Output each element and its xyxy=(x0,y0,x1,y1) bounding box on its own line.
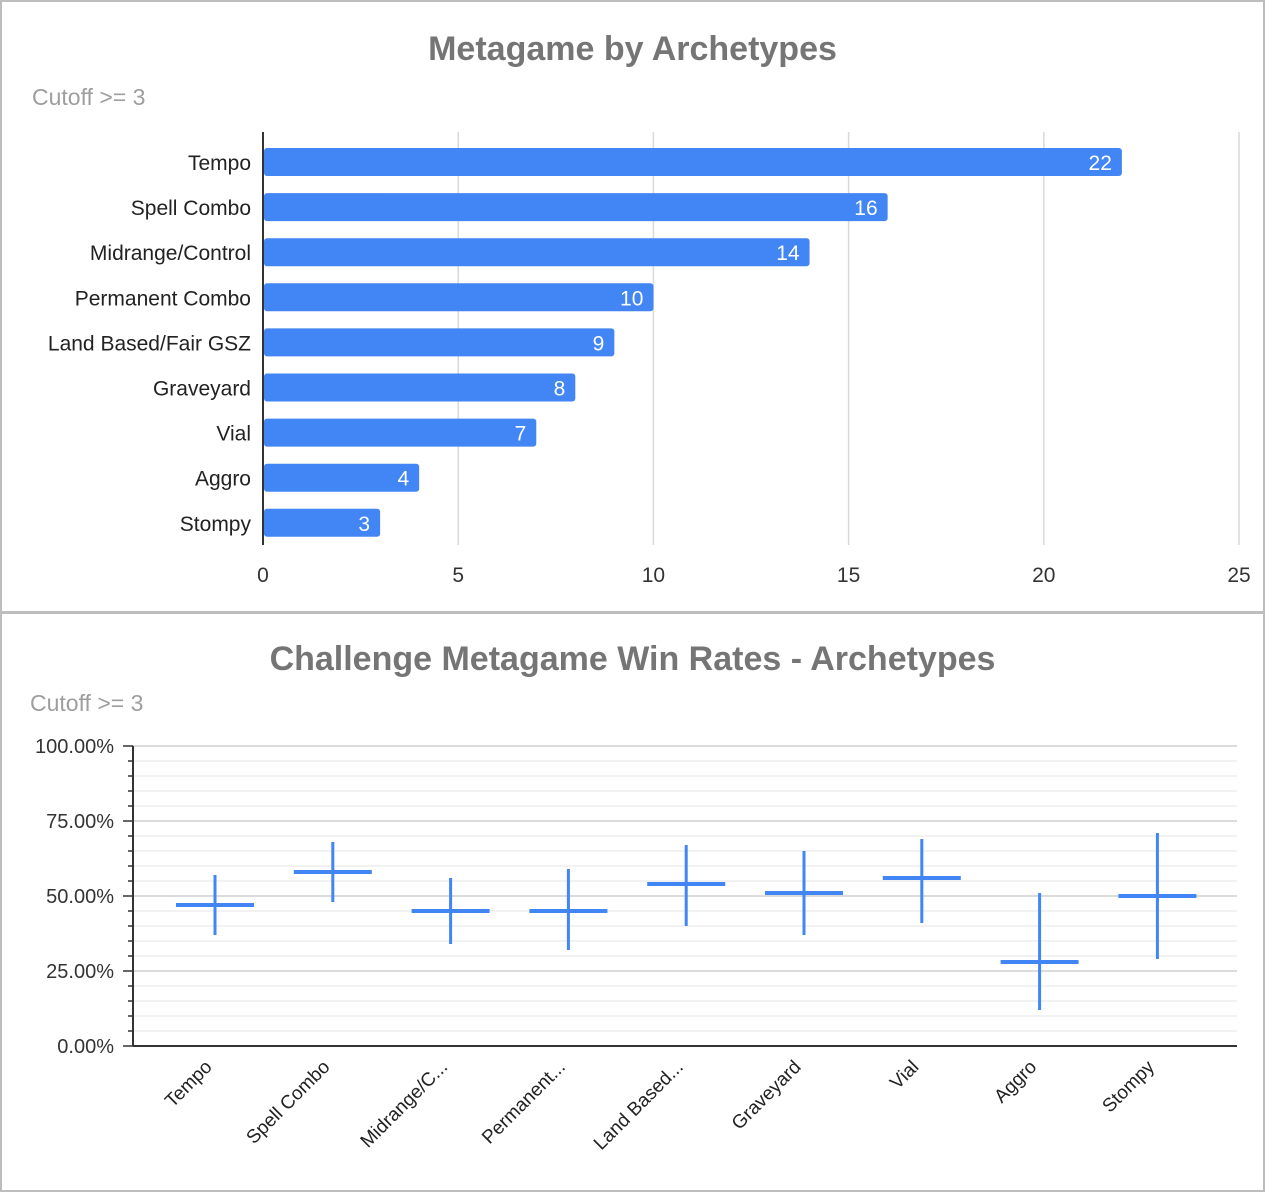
category-label: Midrange/Control xyxy=(90,242,251,265)
bar-chart-svg: 0 5 10 15 20 25 Tempo 22 Spell Combo 16 Midrange/C… xyxy=(48,132,1251,587)
category-label: Aggro xyxy=(195,468,251,491)
chart-title: Challenge Metagame Win Rates - Archetype… xyxy=(269,640,996,678)
data-label: 14 xyxy=(776,242,800,265)
category-label: Vial xyxy=(216,423,251,446)
x-tick-label: 5 xyxy=(452,564,464,587)
data-label: 7 xyxy=(515,423,527,446)
category-label: Land Based... xyxy=(590,1057,688,1155)
y-tick-label: 25.00% xyxy=(46,961,114,983)
category-label: Land Based/Fair GSZ xyxy=(48,332,251,355)
bar xyxy=(264,283,654,312)
category-label: Graveyard xyxy=(153,378,251,401)
bar xyxy=(264,418,537,447)
category-label: Permanent Combo xyxy=(75,287,251,310)
bar xyxy=(264,238,810,267)
chart-subtitle: Cutoff >= 3 xyxy=(32,84,146,110)
winrate-chart-panel: Challenge Metagame Win Rates - Archetype… xyxy=(0,614,1265,1192)
bar xyxy=(264,508,381,537)
bar xyxy=(264,463,420,492)
chart-title: Metagame by Archetypes xyxy=(428,30,837,68)
chart-subtitle: Cutoff >= 3 xyxy=(30,690,144,716)
bar xyxy=(264,193,888,222)
category-label: Stompy xyxy=(1099,1056,1160,1117)
category-label: Aggro xyxy=(990,1057,1041,1108)
x-tick-label: 15 xyxy=(837,564,860,587)
category-label: Permanent... xyxy=(478,1057,570,1149)
x-tick-label: 10 xyxy=(642,564,665,587)
category-label: Graveyard xyxy=(728,1057,806,1135)
bar xyxy=(264,328,615,357)
category-label: Spell Combo xyxy=(243,1057,335,1149)
panel-divider xyxy=(0,611,1265,614)
data-label: 16 xyxy=(854,197,877,220)
data-label: 9 xyxy=(593,332,605,355)
bar xyxy=(264,148,1122,176)
y-tick-label: 0.00% xyxy=(57,1036,114,1058)
data-label: 4 xyxy=(397,468,409,491)
metagame-bar-chart-panel: Metagame by Archetypes Cutoff >= 3 0 5 10 1… xyxy=(32,30,1251,587)
category-label: Tempo xyxy=(161,1057,216,1112)
category-label: Stompy xyxy=(180,513,252,536)
data-label: 10 xyxy=(620,287,643,310)
x-tick-label: 25 xyxy=(1227,564,1250,587)
x-tick-label: 20 xyxy=(1032,564,1055,587)
category-label: Tempo xyxy=(188,152,251,175)
category-label: Vial xyxy=(886,1057,923,1094)
bar xyxy=(264,373,576,402)
winrate-chart-svg: 0.00% 25.00% 50.00% 75.00% 100.00% Tempo Spell… xyxy=(35,736,1237,1155)
y-tick-label: 100.00% xyxy=(35,736,114,758)
y-tick-label: 75.00% xyxy=(46,811,114,833)
data-label: 3 xyxy=(358,513,370,536)
x-tick-label: 0 xyxy=(257,564,269,587)
category-label: Midrange/C... xyxy=(357,1057,452,1152)
category-label: Spell Combo xyxy=(131,197,251,220)
data-label: 22 xyxy=(1089,152,1112,175)
y-tick-label: 50.00% xyxy=(46,886,114,908)
data-label: 8 xyxy=(554,378,566,401)
